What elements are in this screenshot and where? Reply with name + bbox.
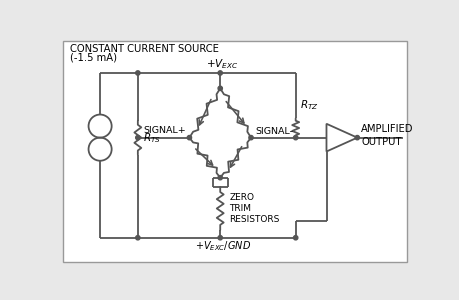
Text: CONSTANT CURRENT SOURCE: CONSTANT CURRENT SOURCE [70, 44, 219, 55]
Circle shape [136, 236, 140, 240]
Circle shape [136, 71, 140, 75]
Text: (-1.5 mA): (-1.5 mA) [70, 52, 117, 62]
Circle shape [355, 136, 359, 140]
Text: ZERO
TRIM
RESISTORS: ZERO TRIM RESISTORS [230, 193, 280, 224]
Circle shape [293, 236, 298, 240]
Text: AMPLIFIED
OUTPUT: AMPLIFIED OUTPUT [361, 124, 414, 146]
Text: SIGNAL+: SIGNAL+ [144, 126, 186, 135]
Circle shape [218, 176, 222, 180]
Circle shape [218, 86, 222, 91]
Text: $+V_{EXC}$: $+V_{EXC}$ [206, 57, 238, 70]
Text: $+V_{EXC}/GND$: $+V_{EXC}/GND$ [195, 239, 252, 253]
Circle shape [136, 136, 140, 140]
Text: SIGNAL-: SIGNAL- [256, 127, 294, 136]
Circle shape [187, 136, 191, 140]
Circle shape [218, 236, 222, 240]
Text: $R_{TS}$: $R_{TS}$ [143, 131, 161, 145]
Circle shape [293, 136, 298, 140]
Text: $R_{TZ}$: $R_{TZ}$ [300, 98, 318, 112]
Circle shape [218, 71, 222, 75]
Circle shape [249, 136, 253, 140]
